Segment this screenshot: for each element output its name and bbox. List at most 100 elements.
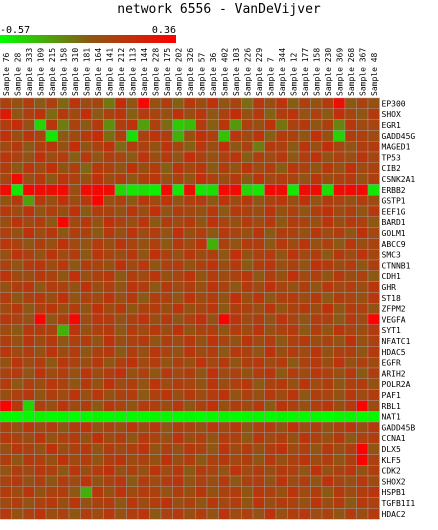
heatmap-cell bbox=[57, 151, 70, 164]
heatmap-cell bbox=[195, 238, 208, 250]
heatmap-cell bbox=[356, 292, 369, 304]
heatmap-cell bbox=[11, 421, 24, 434]
heatmap-cell bbox=[80, 497, 93, 509]
heatmap-cell bbox=[321, 400, 334, 412]
heatmap-cell bbox=[321, 411, 334, 423]
heatmap-cell bbox=[114, 184, 127, 196]
heatmap-cell bbox=[344, 357, 357, 369]
heatmap-cell bbox=[80, 162, 93, 174]
heatmap-cell bbox=[22, 248, 35, 261]
heatmap-cell bbox=[183, 162, 196, 174]
heatmap-cell bbox=[206, 216, 219, 228]
heatmap-cell bbox=[275, 303, 288, 315]
heatmap-cell bbox=[367, 454, 380, 466]
heatmap-cell bbox=[344, 184, 357, 196]
column-label: Sample 344 bbox=[278, 48, 287, 96]
heatmap-cell bbox=[80, 443, 93, 455]
heatmap-cell bbox=[241, 508, 254, 520]
column-label: Sample 36 bbox=[209, 52, 218, 96]
heatmap-cell bbox=[264, 389, 277, 401]
heatmap-cell bbox=[229, 465, 242, 477]
heatmap-cell bbox=[183, 151, 196, 164]
heatmap-cell bbox=[126, 108, 139, 120]
heatmap-cell bbox=[172, 367, 185, 380]
heatmap-cell bbox=[287, 400, 300, 412]
heatmap-cell bbox=[264, 411, 277, 423]
row-label: RBL1 bbox=[382, 402, 401, 411]
heatmap-cell bbox=[367, 151, 380, 164]
heatmap-cell bbox=[114, 313, 127, 326]
column-label: Sample 367 bbox=[358, 48, 367, 96]
heatmap-cell bbox=[241, 367, 254, 380]
row-label: NAT1 bbox=[382, 413, 401, 422]
heatmap-cell bbox=[195, 421, 208, 434]
heatmap-cell bbox=[22, 292, 35, 304]
heatmap-cell bbox=[45, 389, 58, 401]
heatmap-cell bbox=[344, 151, 357, 164]
heatmap-cell bbox=[80, 151, 93, 164]
heatmap-cell bbox=[137, 292, 150, 304]
heatmap-cell bbox=[264, 432, 277, 444]
heatmap-cell bbox=[172, 173, 185, 185]
heatmap-cell bbox=[218, 97, 231, 110]
heatmap-cell bbox=[333, 324, 346, 336]
heatmap-cell bbox=[344, 281, 357, 293]
heatmap-cell bbox=[333, 194, 346, 207]
heatmap-cell bbox=[321, 259, 334, 272]
heatmap-cell bbox=[91, 281, 104, 293]
heatmap-cell bbox=[264, 346, 277, 358]
heatmap-cell bbox=[252, 184, 265, 196]
heatmap-cell bbox=[333, 173, 346, 185]
heatmap-cell bbox=[356, 173, 369, 185]
heatmap-cell bbox=[298, 346, 311, 358]
row-label: GADD45G bbox=[382, 132, 416, 141]
heatmap-cell bbox=[172, 108, 185, 120]
heatmap-cell bbox=[356, 119, 369, 131]
heatmap-cell bbox=[344, 443, 357, 455]
heatmap-cell bbox=[0, 454, 12, 466]
heatmap-cell bbox=[356, 248, 369, 261]
legend-max-label: 0.36 bbox=[152, 25, 176, 36]
heatmap-cell bbox=[45, 303, 58, 315]
heatmap-cell bbox=[68, 216, 81, 228]
heatmap-cell bbox=[91, 389, 104, 401]
heatmap-cell bbox=[344, 378, 357, 390]
heatmap-cell bbox=[68, 173, 81, 185]
heatmap-cell bbox=[229, 357, 242, 369]
heatmap-cell bbox=[310, 454, 323, 466]
heatmap-cell bbox=[206, 303, 219, 315]
heatmap-cell bbox=[34, 248, 47, 261]
heatmap-cell bbox=[206, 389, 219, 401]
heatmap-cell bbox=[206, 108, 219, 120]
heatmap-cell bbox=[241, 346, 254, 358]
heatmap-cell bbox=[103, 454, 116, 466]
heatmap-cell bbox=[0, 173, 12, 185]
heatmap-cell bbox=[68, 119, 81, 131]
heatmap-cell bbox=[80, 367, 93, 380]
heatmap-cell bbox=[287, 486, 300, 498]
heatmap-cell bbox=[137, 303, 150, 315]
heatmap-cell bbox=[298, 303, 311, 315]
heatmap-cell bbox=[367, 411, 380, 423]
heatmap-cell bbox=[160, 303, 173, 315]
heatmap-cell bbox=[275, 346, 288, 358]
heatmap-cell bbox=[252, 97, 265, 110]
heatmap-cell bbox=[241, 411, 254, 423]
heatmap-cell bbox=[172, 184, 185, 196]
heatmap-cell bbox=[22, 378, 35, 390]
heatmap-cell bbox=[206, 432, 219, 444]
heatmap-cell bbox=[137, 248, 150, 261]
heatmap-cell bbox=[34, 508, 47, 520]
heatmap-cell bbox=[103, 303, 116, 315]
heatmap-cell bbox=[183, 194, 196, 207]
heatmap-cell bbox=[137, 238, 150, 250]
heatmap-cell bbox=[172, 162, 185, 174]
column-label: Sample 7 bbox=[266, 57, 275, 96]
heatmap-cell bbox=[45, 313, 58, 326]
heatmap-cell bbox=[298, 313, 311, 326]
row-label: MAGED1 bbox=[382, 143, 411, 152]
heatmap-cell bbox=[45, 508, 58, 520]
heatmap-cell bbox=[160, 162, 173, 174]
heatmap-cell bbox=[172, 357, 185, 369]
heatmap-cell bbox=[45, 454, 58, 466]
